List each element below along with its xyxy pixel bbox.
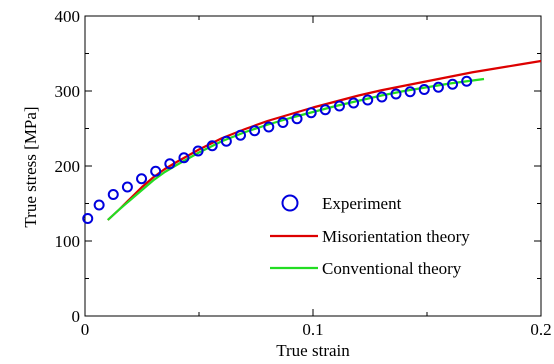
data-point (447, 78, 459, 90)
data-point (319, 104, 331, 116)
y-tick-label: 300 (55, 82, 81, 101)
legend-label: Misorientation theory (322, 227, 470, 246)
x-tick-label: 0.1 (302, 320, 323, 339)
legend-marker-experiment (281, 194, 299, 212)
x-axis-title: True strain (276, 341, 350, 359)
data-point (82, 213, 94, 224)
data-point (461, 75, 473, 87)
data-point (376, 91, 388, 103)
data-point (107, 189, 119, 200)
data-point (150, 165, 162, 177)
data-point (305, 107, 317, 119)
y-axis-title: True stress [MPa] (21, 106, 40, 227)
data-point (164, 158, 176, 170)
data-point (220, 135, 232, 147)
data-point (206, 140, 218, 152)
legend-label: Experiment (322, 194, 402, 213)
data-point (418, 84, 430, 95)
data-point (121, 181, 133, 193)
data-point (192, 145, 204, 157)
plot-frame (84, 15, 542, 317)
data-point (404, 86, 416, 98)
data-point (249, 125, 261, 137)
y-tick-label: 400 (55, 7, 81, 26)
y-tick-label: 200 (55, 157, 81, 176)
x-tick-label: 0.2 (530, 320, 551, 339)
legend-label: Conventional theory (322, 259, 462, 278)
series-line-misorientation-theory (107, 59, 542, 221)
data-point (136, 173, 148, 185)
data-point (263, 121, 275, 133)
data-point (291, 113, 303, 125)
data-point (93, 199, 105, 211)
series-group (82, 59, 542, 224)
y-tick-label: 100 (55, 232, 81, 251)
data-point (178, 152, 190, 164)
y-tick-label: 0 (72, 307, 81, 326)
data-point (348, 97, 360, 109)
legend: Experiment Misorientation theory Conventio… (270, 194, 470, 278)
ticks-group: 0 100 200 300 400 0 0.1 0.2 (55, 7, 552, 339)
data-point (333, 100, 345, 112)
data-point (277, 117, 289, 128)
x-tick-label: 0 (81, 320, 90, 339)
plot-frame-group (84, 15, 542, 317)
data-point (432, 81, 444, 93)
data-point (390, 88, 402, 100)
data-point (235, 129, 246, 141)
data-point (362, 94, 374, 106)
